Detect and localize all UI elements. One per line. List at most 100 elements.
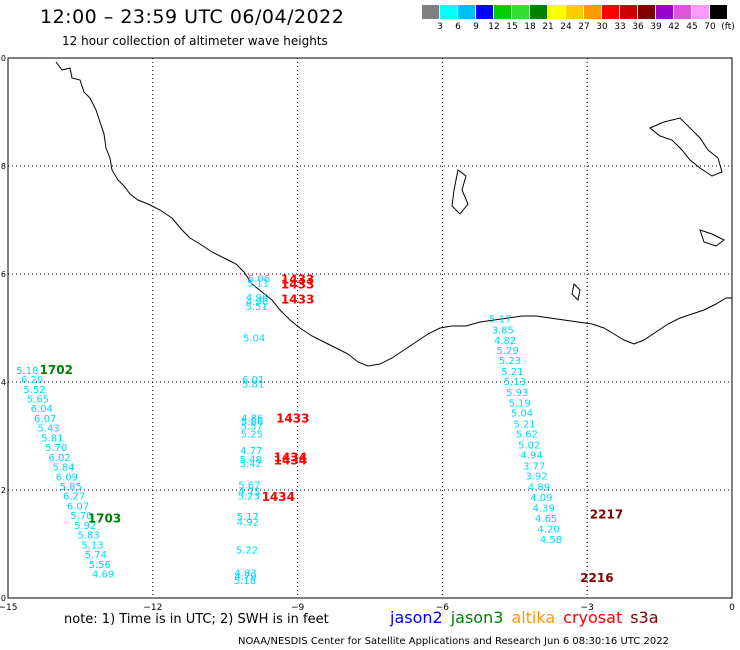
x-tick-label: −6	[436, 603, 450, 613]
color-scale-legend: 3 6 9 12 15 18 21 24 27 30 33 36 39 42 45 70 (ft)	[422, 5, 735, 39]
swh-value: 5.13	[504, 377, 526, 388]
legend-label: 30	[596, 22, 608, 32]
swh-value: 5.42	[240, 459, 262, 470]
y-tick-label: 10	[0, 54, 6, 63]
legend-swatch	[440, 5, 458, 19]
note-text: note: 1) Time is in UTC; 2) SWH is in fe…	[64, 612, 329, 627]
swh-value: 5.18	[234, 576, 256, 587]
swh-value: 5.81	[41, 433, 63, 444]
legend-label: 36	[632, 22, 644, 32]
satellite-altika: altika	[511, 608, 556, 627]
legend-swatch	[692, 5, 710, 19]
legend-label: 12	[488, 22, 500, 32]
swh-value: 4.94	[521, 451, 543, 462]
swh-value: 4.82	[494, 336, 516, 347]
pass-time-label: 1433	[281, 293, 314, 307]
satellite-jason3: jason3	[450, 608, 504, 627]
legend-swatch	[566, 5, 584, 19]
swh-value: 5.23	[238, 492, 260, 503]
map-subtitle: 12 hour collection of altimeter wave hei…	[62, 34, 328, 48]
satellite-jason2: jason2	[390, 608, 443, 627]
swh-value: 5.74	[85, 550, 107, 561]
legend-label: 27	[578, 22, 590, 32]
swh-value: 6.07	[34, 414, 56, 425]
swh-value: 5.02	[518, 440, 540, 451]
swh-value: 5.25	[241, 430, 263, 441]
swh-value: 5.85	[60, 482, 82, 493]
coastline	[55, 61, 732, 367]
y-tick-label: 4	[1, 378, 6, 387]
pass-time-label: 1702	[40, 363, 73, 377]
lake-outline	[649, 117, 723, 177]
legend-label: 33	[614, 22, 626, 32]
legend-label: 24	[560, 22, 572, 32]
x-tick-label: −12	[143, 603, 162, 613]
swh-value: 6.01	[242, 375, 264, 386]
legend-label: 6	[455, 22, 461, 32]
lake-outline	[699, 229, 725, 247]
pass-time-label: 1434	[274, 450, 307, 464]
map-frame	[7, 57, 733, 599]
swh-value: 5.22	[236, 546, 258, 557]
swh-value: 4.20	[537, 525, 559, 536]
x-tick-label: −9	[291, 603, 305, 613]
satellite-cryosat: cryosat	[563, 608, 623, 627]
swh-value: 5.17	[489, 315, 511, 326]
swh-value: 5.17	[237, 512, 259, 523]
swh-value: 5.21	[513, 419, 535, 430]
pass-time-label: 1433	[281, 278, 314, 292]
legend-label: 21	[542, 22, 554, 32]
swh-value: 6.07	[67, 501, 89, 512]
legend-label: 70	[704, 22, 716, 32]
swh-value: 4.65	[535, 514, 557, 525]
swh-value: 5.23	[499, 356, 521, 367]
legend-swatch	[656, 5, 674, 19]
swh-value: 4.69	[92, 569, 114, 580]
satellite-s3a: s3a	[630, 608, 659, 627]
pass-time-label: 2217	[590, 508, 623, 522]
swh-value: 5.19	[508, 398, 530, 409]
swh-value: 5.65	[27, 395, 49, 406]
swh-value: 5.67	[238, 480, 260, 491]
legend-label: (ft)	[721, 22, 735, 32]
swh-value: 4.58	[540, 535, 562, 546]
swh-value: 5.13	[81, 540, 103, 551]
legend-swatch	[602, 5, 620, 19]
swh-value: 5.06	[248, 274, 270, 285]
legend-label: 45	[686, 22, 698, 32]
swh-value: 5.51	[245, 302, 267, 313]
swh-value: 5.52	[23, 385, 45, 396]
pass-time-label: 1433	[276, 412, 309, 426]
y-tick-label: 6	[1, 270, 6, 279]
y-tick-label: 2	[1, 486, 6, 495]
swh-value: 4.79	[234, 572, 256, 583]
swh-value: 4.96	[246, 297, 268, 308]
swh-value: 4.92	[237, 518, 259, 529]
swh-value: 5.70	[70, 511, 92, 522]
swh-value: 6.04	[31, 404, 53, 415]
x-tick-label: −3	[581, 603, 594, 613]
swh-value: 5.43	[37, 424, 59, 435]
x-tick-label: −15	[0, 603, 18, 613]
y-tick-label: 0	[1, 594, 6, 603]
swh-value: 4.75	[238, 487, 260, 498]
legend-label: 42	[668, 22, 680, 32]
legend-label: 3	[437, 22, 443, 32]
swh-value: 6.02	[49, 453, 71, 464]
satellite-legend: jason2 jason3 altika cryosat s3a	[390, 608, 667, 627]
pass-time-label: 2216	[580, 571, 613, 585]
legend-swatch	[710, 5, 728, 19]
legend-label: 39	[650, 22, 662, 32]
swh-value: 5.70	[45, 443, 67, 454]
legend-label: 15	[506, 22, 518, 32]
swh-value: 5.57	[241, 422, 263, 433]
swh-value: 3.92	[525, 472, 547, 483]
swh-value: 5.04	[511, 409, 533, 420]
pass-time-label: 1434	[262, 490, 295, 504]
legend-swatch	[584, 5, 602, 19]
legend-label: 18	[524, 22, 536, 32]
swh-value: 5.62	[516, 430, 538, 441]
lake-outline	[451, 169, 469, 215]
legend-swatch	[494, 5, 512, 19]
